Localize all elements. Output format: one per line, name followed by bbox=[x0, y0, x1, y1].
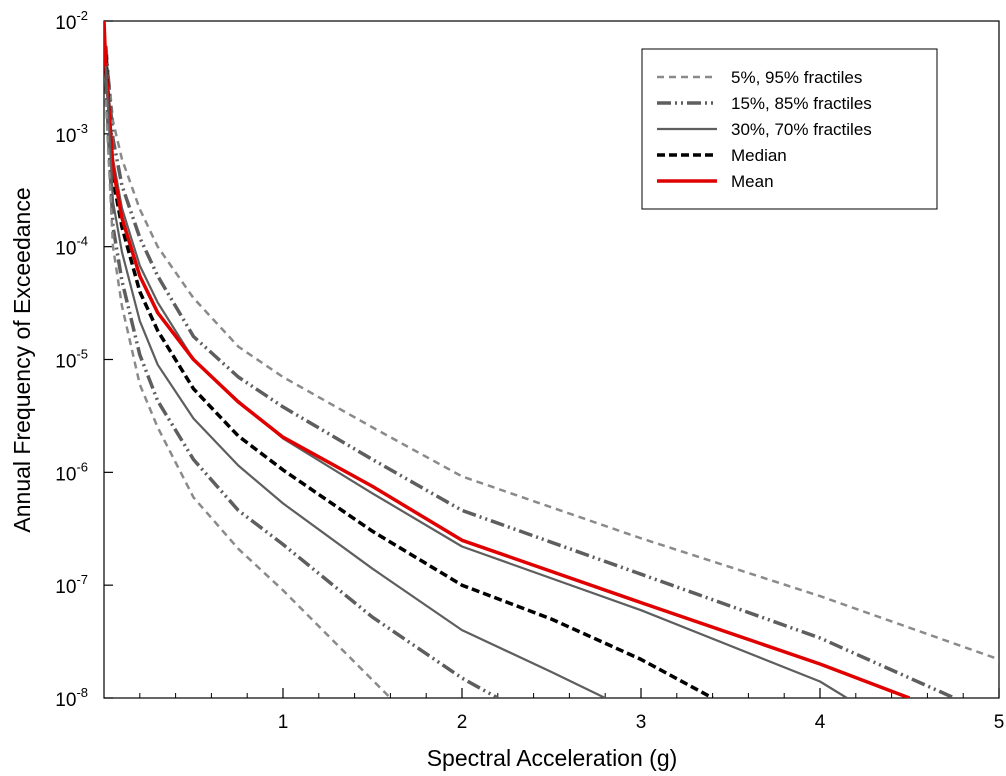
y-axis-title: Annual Frequency of Exceedance bbox=[9, 187, 35, 532]
y-tick-base: 10 bbox=[55, 577, 76, 598]
y-tick-label: 10-4 bbox=[55, 234, 88, 260]
y-tick-base: 10 bbox=[55, 352, 76, 373]
legend: 5%, 95% fractiles 15%, 85% fractiles 30%, … bbox=[641, 48, 938, 210]
y-tick-exponent: -8 bbox=[76, 685, 88, 700]
x-ticks: 1 2 3 4 5 bbox=[278, 688, 1005, 733]
legend-label: 15%, 85% fractiles bbox=[731, 94, 872, 113]
y-ticks: 10-810-710-610-510-410-310-2 bbox=[55, 8, 113, 711]
series-line bbox=[104, 79, 499, 698]
y-tick-label: 10-8 bbox=[55, 685, 88, 711]
y-tick-base: 10 bbox=[55, 690, 76, 711]
y-tick-base: 10 bbox=[55, 126, 76, 147]
x-tick-label: 5 bbox=[994, 712, 1005, 733]
y-tick-label: 10-7 bbox=[55, 572, 88, 598]
series-line bbox=[104, 45, 956, 698]
y-tick-exponent: -3 bbox=[76, 121, 88, 136]
y-tick-label: 10-6 bbox=[55, 459, 88, 485]
y-tick-label: 10-2 bbox=[55, 8, 88, 34]
series-line bbox=[104, 99, 392, 698]
series-line bbox=[104, 45, 999, 661]
y-tick-label: 10-3 bbox=[55, 121, 88, 147]
series-group bbox=[104, 21, 999, 698]
y-tick-exponent: -2 bbox=[76, 8, 88, 23]
legend-label: 5%, 95% fractiles bbox=[731, 68, 862, 87]
series-line bbox=[104, 65, 606, 698]
x-tick-label: 4 bbox=[815, 712, 826, 733]
y-tick-label: 10-5 bbox=[55, 347, 88, 373]
series-line bbox=[104, 54, 714, 698]
x-tick-label: 3 bbox=[636, 712, 647, 733]
series-line bbox=[104, 21, 911, 698]
legend-items: 5%, 95% fractiles 15%, 85% fractiles 30%, … bbox=[657, 68, 872, 191]
y-tick-exponent: -5 bbox=[76, 347, 88, 362]
legend-label: Median bbox=[731, 146, 787, 165]
y-tick-base: 10 bbox=[55, 464, 76, 485]
y-tick-exponent: -4 bbox=[76, 234, 88, 249]
x-axis-title: Spectral Acceleration (g) bbox=[427, 745, 678, 771]
legend-label: 30%, 70% fractiles bbox=[731, 120, 872, 139]
x-tick-label: 1 bbox=[278, 712, 289, 733]
x-tick-label: 2 bbox=[457, 712, 468, 733]
legend-label: Mean bbox=[731, 172, 774, 191]
y-tick-exponent: -7 bbox=[76, 572, 88, 587]
y-tick-base: 10 bbox=[55, 13, 76, 34]
y-tick-exponent: -6 bbox=[76, 459, 88, 474]
y-tick-base: 10 bbox=[55, 239, 76, 260]
